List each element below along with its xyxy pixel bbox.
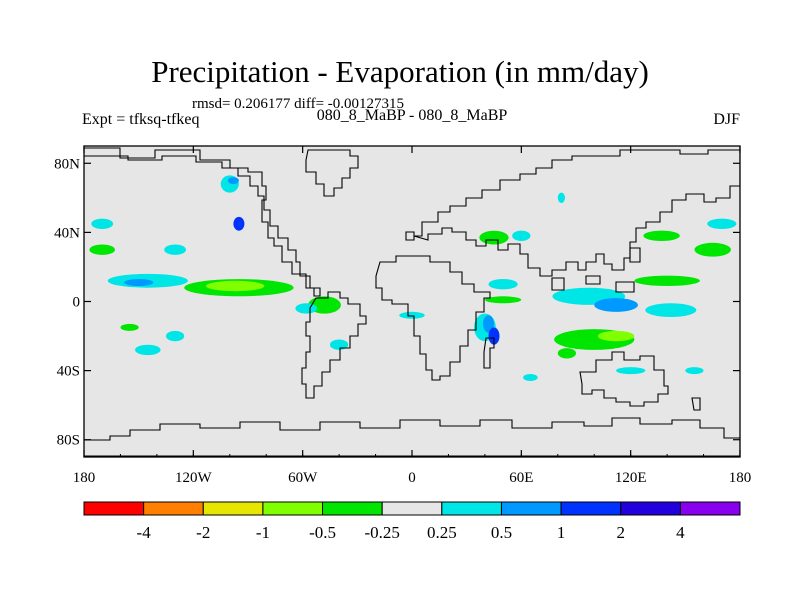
anomaly-region <box>124 279 154 286</box>
x-tick-label: 120E <box>615 470 647 486</box>
colorbar-swatch <box>381 501 443 516</box>
anomaly-region <box>89 244 115 255</box>
y-tick-label: 40N <box>54 225 80 241</box>
colorbar-swatch <box>620 501 681 516</box>
coastline-greenland <box>305 149 359 197</box>
coastline-antarctica <box>84 417 740 457</box>
x-tick-label: 180 <box>73 470 96 486</box>
colorbar-swatch <box>679 501 741 516</box>
anomaly-region <box>484 296 522 304</box>
anomaly-region <box>166 330 185 342</box>
y-tick-label: 80N <box>54 156 80 172</box>
coastline-australia <box>579 351 669 407</box>
y-tick-label: 40S <box>57 364 80 380</box>
coastlines <box>84 147 740 457</box>
colorbar-swatch <box>143 501 204 516</box>
center-label: 080_8_MaBP - 080_8_MaBP <box>317 107 508 124</box>
y-axis: 80N 40N 0 40S 80S <box>54 156 740 449</box>
colorbar-swatch <box>441 501 502 516</box>
anomaly-region <box>135 344 161 356</box>
colorbar-swatch <box>202 501 264 516</box>
colorbar-label: 1 <box>557 523 566 542</box>
anomaly-region <box>399 311 425 319</box>
anomaly-region <box>488 279 518 290</box>
anomaly-region <box>597 330 635 342</box>
x-tick-label: 60W <box>288 470 318 486</box>
colorbar: -4 -2 -1 -0.5 -0.25 0.25 0.5 1 2 4 <box>83 501 741 542</box>
anomaly-region <box>488 327 500 345</box>
coastline-japan <box>629 247 641 263</box>
anomaly-field <box>89 175 737 381</box>
anomaly-region <box>694 242 731 257</box>
anomaly-region <box>594 298 638 312</box>
x-tick-label: 0 <box>408 470 416 486</box>
x-tick-label: 180 <box>729 470 752 486</box>
colorbar-swatch <box>322 501 383 516</box>
colorbar-swatch <box>83 501 145 516</box>
anomaly-region <box>512 230 531 241</box>
anomaly-region <box>483 315 494 333</box>
anomaly-region <box>91 218 114 229</box>
colorbar-label: -0.25 <box>364 523 399 542</box>
anomaly-region <box>616 367 646 375</box>
anomaly-region <box>645 303 697 317</box>
x-tick-label: 120W <box>175 470 213 486</box>
coastline-southeast-asia <box>551 275 635 293</box>
coastline-europe-islands <box>405 231 415 241</box>
coastline-africa <box>375 255 491 381</box>
y-tick-label: 0 <box>73 295 81 311</box>
anomaly-region <box>557 348 577 359</box>
anomaly-region <box>634 275 700 286</box>
coastline-eurasia <box>413 149 740 277</box>
colorbar-label: 0.25 <box>427 523 457 542</box>
anomaly-region <box>707 218 737 229</box>
colorbar-label: 2 <box>616 523 625 542</box>
anomaly-region <box>523 374 538 381</box>
anomaly-region <box>643 230 680 241</box>
stats-label: rmsd= 0.206177 diff= -0.00127315 <box>192 96 404 112</box>
colorbar-swatch <box>560 501 622 516</box>
coastline-south-america <box>301 291 367 399</box>
x-axis: 180 120W 60W 0 60E 120E 180 <box>73 146 752 486</box>
anomaly-region <box>557 192 566 203</box>
coastline-madagascar <box>483 337 495 369</box>
anomaly-region <box>479 230 509 245</box>
season-label: DJF <box>713 111 740 128</box>
colorbar-label: -4 <box>137 523 152 542</box>
colorbar-swatch <box>262 501 324 516</box>
colorbar-label: 4 <box>676 523 685 542</box>
anomaly-region <box>120 323 139 331</box>
anomaly-region <box>295 303 318 314</box>
anomaly-region <box>233 216 245 231</box>
x-tick-label: 60E <box>509 470 533 486</box>
colorbar-swatch <box>500 501 562 516</box>
anomaly-region <box>206 280 265 292</box>
colorbar-label: -0.5 <box>309 523 336 542</box>
chart-title: Precipitation - Evaporation (in mm/day) <box>151 54 649 89</box>
case-label: Expt = tfksq-tfkeq <box>82 111 199 128</box>
map-background <box>84 146 740 457</box>
y-tick-label: 80S <box>57 433 80 449</box>
colorbar-label: -2 <box>196 523 210 542</box>
anomaly-region <box>330 339 349 350</box>
coastline-north-america <box>84 147 321 297</box>
anomaly-region <box>227 177 239 185</box>
anomaly-region <box>685 367 704 375</box>
anomaly-region <box>164 244 187 255</box>
colorbar-label: -1 <box>256 523 270 542</box>
coastline-new-zealand <box>691 397 701 411</box>
colorbar-label: 0.5 <box>491 523 512 542</box>
